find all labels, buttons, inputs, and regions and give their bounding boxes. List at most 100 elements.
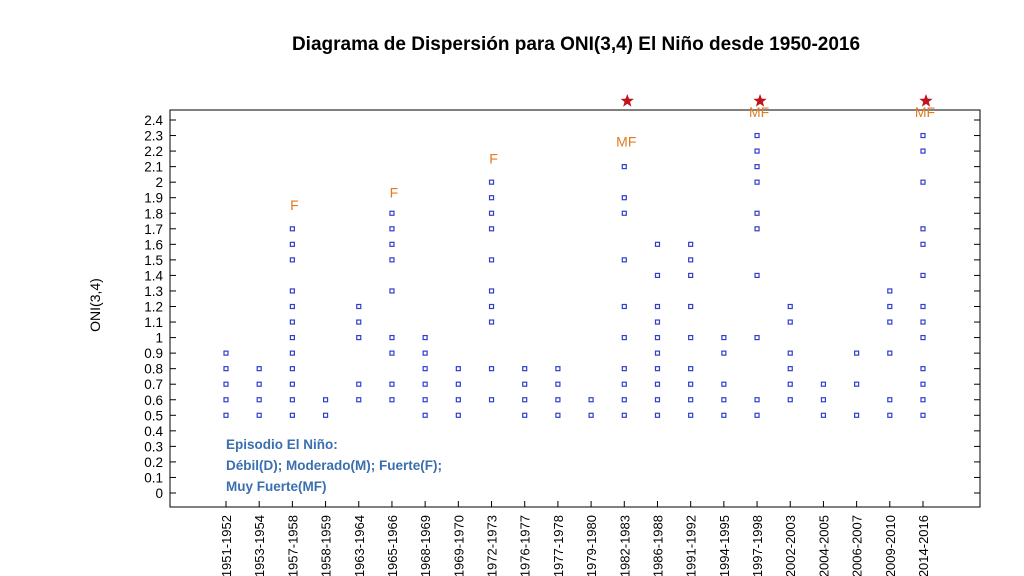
- data-point: [621, 210, 627, 216]
- data-point: [887, 397, 893, 403]
- data-point: [621, 381, 627, 387]
- data-point: [754, 412, 760, 418]
- data-point: [389, 241, 395, 247]
- data-point: [621, 195, 627, 201]
- data-point: [289, 257, 295, 263]
- data-point: [289, 381, 295, 387]
- y-tick-label: 1.5: [144, 253, 163, 268]
- star-markers: [620, 94, 933, 107]
- data-point: [787, 319, 793, 325]
- data-point: [820, 397, 827, 403]
- data-point: [256, 412, 262, 418]
- data-point: [920, 226, 926, 232]
- data-point: [754, 226, 760, 232]
- y-tick-label: 2.4: [144, 113, 163, 128]
- y-tick-label: 0.2: [144, 455, 163, 470]
- data-point: [654, 397, 661, 403]
- x-tick-label: 1965-1966: [385, 515, 400, 576]
- data-point: [654, 334, 661, 341]
- data-point: [455, 366, 461, 372]
- data-point: [488, 257, 495, 263]
- data-point: [621, 303, 627, 310]
- data-point: [754, 132, 760, 139]
- data-point: [356, 334, 362, 341]
- data-point: [920, 319, 926, 325]
- data-point: [920, 179, 926, 185]
- data-point: [256, 397, 262, 403]
- data-point: [688, 303, 694, 310]
- y-tick-label: 2.2: [144, 144, 163, 159]
- data-points: [223, 132, 926, 418]
- y-tick-label: 2.3: [144, 129, 163, 144]
- data-point: [721, 334, 727, 341]
- data-point: [256, 381, 262, 387]
- data-point: [555, 381, 561, 387]
- data-point: [920, 303, 926, 310]
- data-point: [920, 148, 926, 154]
- legend-line: Débil(D); Moderado(M); Fuerte(F);: [226, 458, 442, 473]
- y-tick-label: 1.8: [144, 206, 163, 221]
- data-point: [920, 132, 926, 139]
- data-point: [488, 179, 495, 185]
- data-point: [654, 381, 661, 387]
- data-point: [688, 397, 694, 403]
- y-tick-label: 0.3: [144, 439, 163, 454]
- data-point: [654, 241, 661, 247]
- x-tick-label: 1958-1959: [319, 515, 334, 576]
- data-point: [422, 412, 428, 418]
- data-point: [688, 272, 694, 279]
- data-point: [256, 366, 262, 372]
- x-tick-label: 1972-1973: [485, 515, 500, 576]
- data-point: [322, 412, 329, 418]
- data-point: [654, 319, 661, 325]
- data-point: [754, 164, 760, 170]
- data-point: [787, 350, 793, 356]
- star-icon: [919, 94, 933, 107]
- data-point: [555, 397, 561, 403]
- data-point: [887, 288, 893, 294]
- data-point: [621, 334, 627, 341]
- y-tick-label: 1.1: [144, 315, 163, 330]
- data-point: [522, 366, 528, 372]
- data-point: [289, 288, 295, 294]
- y-axis-label: ONI(3,4): [87, 278, 103, 332]
- data-point: [356, 319, 362, 325]
- data-point: [356, 381, 362, 387]
- data-point: [356, 397, 362, 403]
- data-point: [754, 210, 760, 216]
- intensity-annotation: MF: [616, 133, 636, 149]
- y-tick-label: 1.4: [144, 268, 163, 283]
- y-axis: 00.10.20.30.40.50.60.70.80.911.11.21.31.…: [144, 113, 980, 501]
- y-tick-label: 0.4: [144, 424, 163, 439]
- intensity-annotation: MF: [749, 104, 769, 120]
- data-point: [356, 303, 362, 310]
- x-tick-label: 1969-1970: [451, 515, 466, 576]
- data-point: [721, 381, 727, 387]
- data-point: [920, 366, 926, 372]
- data-point: [621, 412, 627, 418]
- data-point: [488, 195, 495, 201]
- y-tick-label: 2: [155, 175, 163, 190]
- x-tick-label: 1968-1969: [418, 515, 433, 576]
- data-point: [289, 334, 295, 341]
- data-point: [721, 412, 727, 418]
- legend-line: Episodio El Niño:: [226, 437, 338, 452]
- data-point: [820, 381, 827, 387]
- x-tick-label: 1976-1977: [518, 515, 533, 576]
- data-point: [223, 397, 229, 403]
- y-tick-label: 0.1: [144, 470, 163, 485]
- intensity-annotation: MF: [915, 104, 935, 120]
- x-tick-label: 1997-1998: [750, 515, 765, 576]
- data-point: [488, 210, 495, 216]
- data-point: [289, 350, 295, 356]
- y-tick-label: 0.6: [144, 393, 163, 408]
- data-point: [754, 148, 760, 154]
- data-point: [654, 272, 661, 279]
- data-point: [688, 241, 694, 247]
- data-point: [920, 381, 926, 387]
- data-point: [289, 241, 295, 247]
- data-point: [920, 397, 926, 403]
- data-point: [887, 303, 893, 310]
- chart-title: Diagrama de Dispersión para ONI(3,4) El …: [292, 34, 860, 55]
- data-point: [887, 412, 893, 418]
